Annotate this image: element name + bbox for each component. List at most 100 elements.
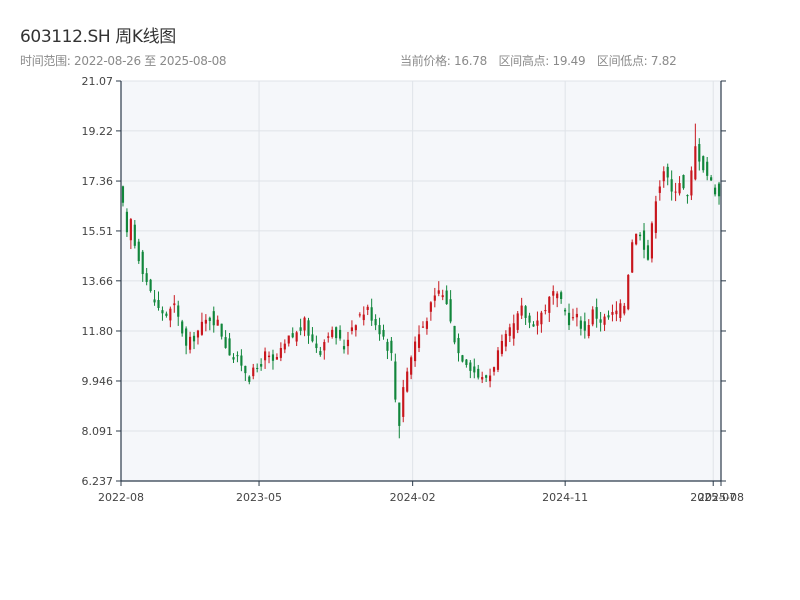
candle-body [690, 170, 693, 196]
candle-body [571, 317, 575, 319]
candle-body [575, 313, 579, 318]
candle-body [319, 351, 322, 355]
candle-body [275, 357, 279, 360]
candle-body [350, 327, 354, 332]
candle-body [220, 323, 223, 337]
candle-body [260, 364, 263, 367]
candle-body [181, 321, 184, 334]
candle-body [137, 241, 140, 262]
candle-body [267, 355, 271, 358]
current-price-label: 当前价格: 16.78 [400, 54, 487, 68]
date-range-label: 时间范围: 2022-08-26 至 2025-08-08 [20, 54, 227, 68]
candle-body [200, 321, 204, 335]
axes: 6.237 8.091 9.946 11.80 13.66 15.51 17.36 19.22… [82, 75, 744, 504]
candle-body [567, 312, 571, 326]
candle-body [481, 377, 484, 380]
candle-body [398, 402, 401, 426]
candle-body [303, 317, 306, 331]
candle-body [232, 357, 235, 360]
x-tick-label: 2022-08 [98, 491, 144, 504]
candle-body [449, 299, 452, 322]
price-stats: 当前价格: 16.78 区间高点: 19.49 区间低点: 7.82 [400, 52, 684, 69]
candle-body [366, 306, 369, 310]
candle-body [654, 201, 657, 233]
candle-body [631, 242, 634, 273]
candle-body [627, 274, 630, 310]
candle-body [370, 307, 373, 321]
candle-body [192, 335, 196, 342]
candle-body [429, 302, 432, 312]
candle-body [619, 303, 622, 318]
candle-body [678, 183, 681, 194]
x-tick-label: 2025-08 [698, 491, 744, 504]
candle-body [528, 315, 531, 323]
candle-body [485, 375, 488, 378]
candle-body [674, 191, 677, 193]
candle-body [587, 325, 590, 337]
candle-body [224, 337, 227, 348]
candle-body [607, 315, 610, 318]
candle-body [342, 346, 346, 350]
candle-body [315, 343, 318, 349]
candle-body [283, 343, 286, 350]
candle-body [583, 321, 586, 331]
candle-body [354, 325, 357, 331]
candle-body [331, 329, 334, 337]
y-tick-label: 11.80 [82, 325, 114, 338]
candle-body [133, 224, 136, 246]
candle-body [453, 325, 456, 343]
y-tick-label: 17.36 [82, 175, 114, 188]
candle-body [161, 310, 164, 314]
candle-body [532, 324, 535, 327]
candle-body [579, 320, 582, 329]
y-tick-label: 19.22 [82, 125, 114, 138]
candle-body [512, 323, 515, 339]
candle-body [492, 367, 496, 372]
candle-body [488, 375, 492, 382]
x-tick-label: 2023-05 [236, 491, 282, 504]
candle-body [635, 233, 638, 245]
candle-body [374, 319, 377, 326]
candle-body [694, 146, 697, 180]
candle-body [524, 306, 527, 318]
x-tick-label: 2024-02 [390, 491, 436, 504]
candle-body [295, 332, 298, 342]
candle-body [311, 334, 314, 342]
candle-body [212, 311, 215, 326]
candle-body [188, 336, 192, 350]
candle-body [698, 144, 701, 162]
candle-body [141, 251, 144, 275]
candle-body [504, 333, 507, 347]
x-tick-label: 2024-11 [542, 491, 588, 504]
candle-body [307, 320, 310, 336]
candle-body [279, 347, 282, 358]
candle-body [323, 342, 326, 351]
candle-body [500, 340, 504, 354]
candle-body [666, 166, 669, 178]
candle-body [548, 296, 551, 313]
candle-body [477, 368, 480, 378]
candle-body [121, 186, 125, 203]
candle-body [682, 174, 685, 189]
candle-body [646, 245, 650, 260]
candle-body [642, 230, 646, 250]
candle-body [560, 292, 563, 300]
y-tick-label: 6.237 [82, 475, 114, 488]
candle-body [540, 312, 543, 325]
candle-body [556, 293, 559, 299]
candle-body [346, 339, 350, 347]
candle-body [496, 350, 500, 370]
candle-body [717, 183, 721, 197]
candle-body [417, 334, 421, 348]
grid-lines [120, 80, 722, 482]
candle-body [129, 219, 132, 241]
candle-body [638, 234, 642, 237]
candle-body [706, 161, 709, 176]
candle-body [177, 305, 180, 317]
candle-body [386, 341, 389, 351]
candle-body [670, 179, 673, 192]
candle-body [552, 291, 555, 296]
candle-body [252, 367, 255, 377]
candle-body [185, 328, 188, 346]
candle-body [406, 371, 409, 392]
